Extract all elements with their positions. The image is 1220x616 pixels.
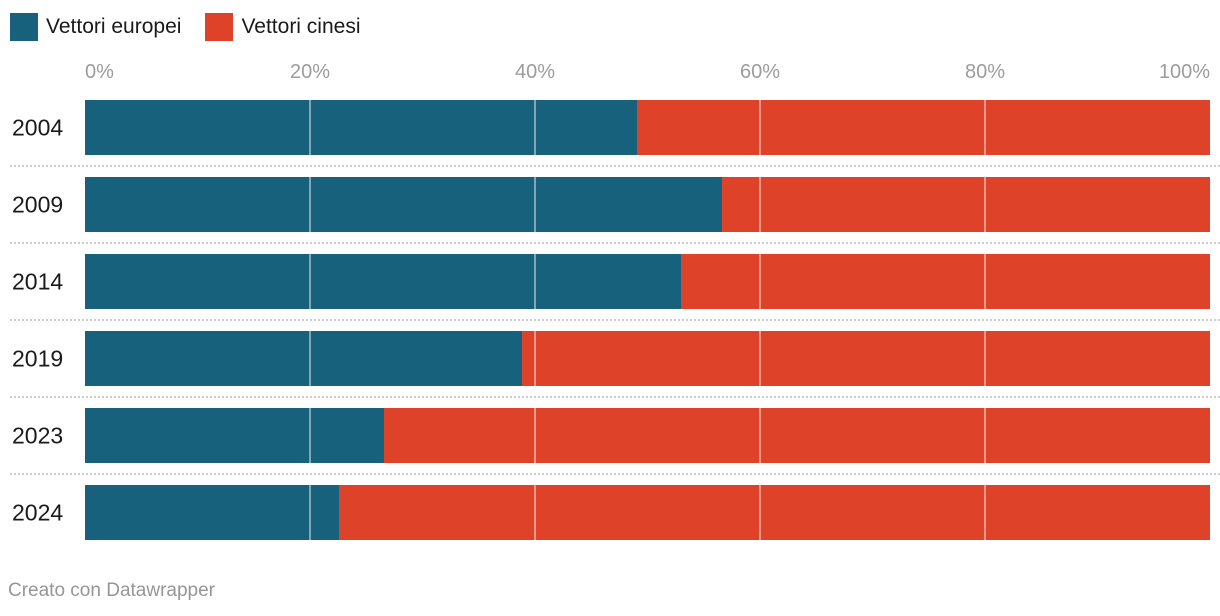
gridline-40 bbox=[534, 485, 536, 540]
gridline-80 bbox=[984, 254, 986, 309]
gridline-60 bbox=[759, 408, 761, 463]
bar-2009 bbox=[85, 177, 1210, 232]
gridline-60 bbox=[759, 485, 761, 540]
bar-row-2019: 2019 bbox=[0, 331, 1220, 386]
bar-2023 bbox=[85, 408, 1210, 463]
bar-segment-2014-europei[interactable] bbox=[85, 254, 682, 309]
bar-row-2004: 2004 bbox=[0, 100, 1220, 155]
gridline-60 bbox=[759, 177, 761, 232]
legend-label-europei: Vettori europei bbox=[46, 15, 182, 38]
bar-2004 bbox=[85, 100, 1210, 155]
bar-row-2014: 2014 bbox=[0, 254, 1220, 309]
bar-row-2009: 2009 bbox=[0, 177, 1220, 232]
gridline-20 bbox=[309, 254, 311, 309]
gridline-20 bbox=[309, 331, 311, 386]
row-label-2009: 2009 bbox=[12, 191, 64, 217]
gridline-40 bbox=[534, 177, 536, 232]
bar-segment-2004-cinesi[interactable] bbox=[637, 100, 1210, 155]
row-label-2014: 2014 bbox=[12, 268, 64, 294]
legend-swatch-cinesi bbox=[205, 13, 234, 41]
row-label-2024: 2024 bbox=[12, 499, 64, 525]
gridline-20 bbox=[309, 100, 311, 155]
bar-segment-2004-europei[interactable] bbox=[85, 100, 638, 155]
row-separator bbox=[10, 319, 1220, 321]
bar-segment-2009-cinesi[interactable] bbox=[721, 177, 1210, 232]
attribution-text: Creato con Datawrapper bbox=[8, 580, 215, 601]
gridline-80 bbox=[984, 331, 986, 386]
gridline-40 bbox=[534, 408, 536, 463]
bar-2014 bbox=[85, 254, 1210, 309]
row-label-2019: 2019 bbox=[12, 345, 64, 371]
row-separator bbox=[10, 473, 1220, 475]
bar-segment-2024-cinesi[interactable] bbox=[339, 485, 1210, 540]
gridline-60 bbox=[759, 100, 761, 155]
gridline-80 bbox=[984, 485, 986, 540]
legend: Vettori europei Vettori cinesi bbox=[10, 13, 361, 41]
gridline-40 bbox=[534, 254, 536, 309]
gridline-60 bbox=[759, 254, 761, 309]
row-label-2023: 2023 bbox=[12, 422, 64, 448]
bar-row-2024: 2024 bbox=[0, 485, 1220, 540]
gridline-20 bbox=[309, 408, 311, 463]
x-axis-tick-0: 0% bbox=[85, 61, 114, 83]
x-axis: 0% 20% 40% 60% 80% 100% bbox=[85, 60, 1210, 88]
gridline-40 bbox=[534, 331, 536, 386]
legend-swatch-europei bbox=[10, 13, 38, 41]
gridline-40 bbox=[534, 100, 536, 155]
x-axis-tick-80: 80% bbox=[964, 61, 1006, 83]
row-label-2004: 2004 bbox=[12, 114, 64, 140]
bar-2024 bbox=[85, 485, 1210, 540]
row-separator bbox=[10, 396, 1220, 398]
bar-rows: 2004 2009 2014 2019 2023 2024 bbox=[0, 100, 1220, 540]
bar-segment-2023-cinesi[interactable] bbox=[384, 408, 1210, 463]
gridline-80 bbox=[984, 100, 986, 155]
gridline-80 bbox=[984, 408, 986, 463]
x-axis-tick-100: 100% bbox=[1158, 61, 1210, 83]
legend-item-europei: Vettori europei bbox=[10, 13, 181, 41]
bar-segment-2009-europei[interactable] bbox=[85, 177, 722, 232]
gridline-60 bbox=[759, 331, 761, 386]
x-axis-tick-20: 20% bbox=[289, 61, 331, 83]
legend-label-cinesi: Vettori cinesi bbox=[241, 15, 361, 38]
row-separator bbox=[10, 242, 1220, 244]
bar-segment-2019-europei[interactable] bbox=[85, 331, 522, 386]
x-axis-tick-40: 40% bbox=[514, 61, 556, 83]
x-axis-tick-60: 60% bbox=[739, 61, 781, 83]
gridline-20 bbox=[309, 177, 311, 232]
legend-item-cinesi: Vettori cinesi bbox=[205, 13, 361, 41]
gridline-80 bbox=[984, 177, 986, 232]
bar-segment-2023-europei[interactable] bbox=[85, 408, 385, 463]
bar-segment-2019-cinesi[interactable] bbox=[521, 331, 1210, 386]
bar-segment-2024-europei[interactable] bbox=[85, 485, 340, 540]
bar-2019 bbox=[85, 331, 1210, 386]
gridline-20 bbox=[309, 485, 311, 540]
bar-row-2023: 2023 bbox=[0, 408, 1220, 463]
row-separator bbox=[10, 165, 1220, 167]
bar-segment-2014-cinesi[interactable] bbox=[681, 254, 1210, 309]
